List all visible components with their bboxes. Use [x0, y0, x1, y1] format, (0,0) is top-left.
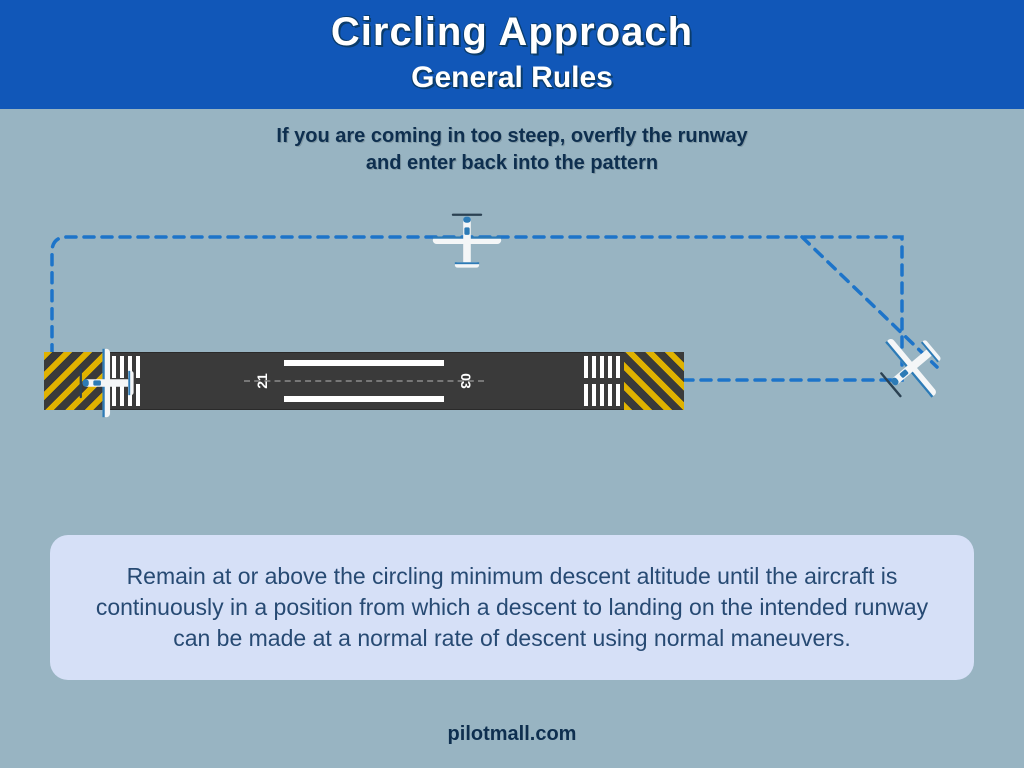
runway-number-left: 21 [254, 373, 270, 389]
header-banner: Circling Approach General Rules [0, 0, 1024, 109]
plane-entry [856, 311, 969, 424]
page-title: Circling Approach [0, 10, 1024, 55]
runway-threshold-right [584, 352, 624, 410]
tip-line1: If you are coming in too steep, overfly … [276, 125, 747, 147]
runway-number-right: 03 [458, 373, 474, 389]
plane-crosswind [429, 203, 505, 279]
flight-path [32, 187, 992, 467]
runway-chevron-right [624, 352, 684, 410]
tip-text: If you are coming in too steep, overfly … [0, 123, 1024, 177]
page-subtitle: General Rules [0, 61, 1024, 95]
tip-line2: and enter back into the pattern [366, 152, 658, 174]
rule-callout: Remain at or above the circling minimum … [50, 535, 974, 680]
rule-text: Remain at or above the circling minimum … [96, 563, 928, 651]
footer-credit: pilotmall.com [0, 723, 1024, 746]
runway-markings [284, 360, 444, 402]
pattern-diagram: 21 03 [32, 187, 992, 467]
plane-overfly [69, 345, 145, 421]
